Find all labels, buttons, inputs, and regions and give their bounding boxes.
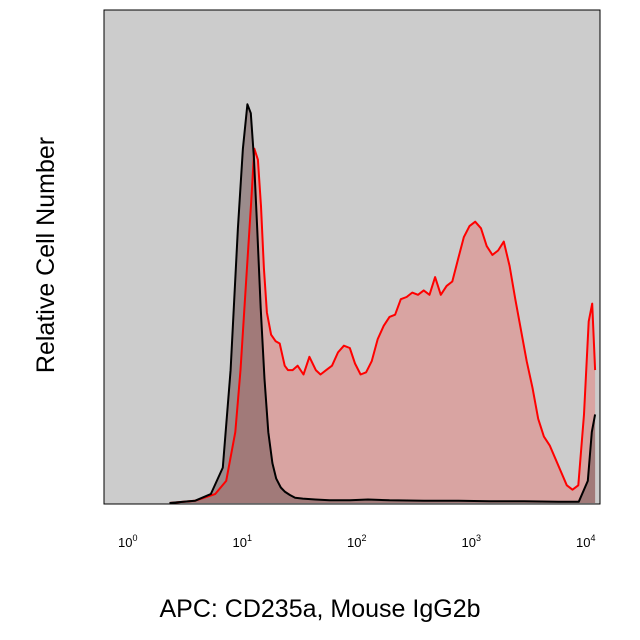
x-axis-ticks: 100 101 102 103 104 xyxy=(118,533,595,550)
y-axis-label: Relative Cell Number xyxy=(32,137,60,373)
plot-frame xyxy=(103,9,601,505)
x-tick-label-0: 100 xyxy=(118,533,137,550)
series-1-area xyxy=(169,148,596,503)
x-tick-label-1: 101 xyxy=(233,533,252,550)
x-tick-label-3: 103 xyxy=(462,533,481,550)
x-tick-label-2: 102 xyxy=(347,533,366,550)
x-axis-label: APC: CD235a, Mouse IgG2b xyxy=(160,595,481,623)
series-2-area xyxy=(169,104,596,504)
x-tick-label-4: 104 xyxy=(576,533,595,550)
series-layer xyxy=(169,103,597,504)
series-2-line xyxy=(169,103,597,504)
series-1-line xyxy=(169,147,597,504)
